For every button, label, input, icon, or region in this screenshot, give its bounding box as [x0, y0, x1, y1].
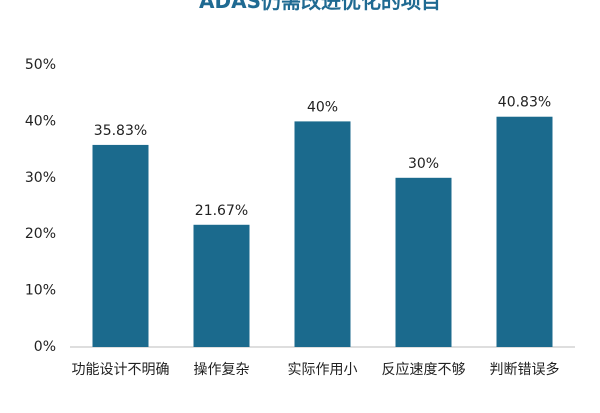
x-tick-label: 判断错误多 — [490, 361, 560, 378]
y-tick-label: 10% — [25, 283, 56, 299]
chart-title: ADAS仍需改进优化的项目 — [199, 0, 441, 13]
x-tick-label: 实际作用小 — [288, 362, 358, 378]
y-tick-label: 40% — [25, 113, 56, 129]
data-label: 40.83% — [498, 95, 551, 111]
bar — [395, 177, 452, 347]
x-tick-label: 反应速度不够 — [382, 361, 466, 378]
x-tick-label: 功能设计不明确 — [72, 362, 170, 378]
data-labels-group: 35.83% 21.67% 40% 30% 40.83% — [94, 95, 551, 219]
y-tick-label: 0% — [34, 339, 56, 355]
y-tick-label: 50% — [25, 57, 56, 73]
bar — [294, 121, 351, 348]
y-axis: 0% 10% 20% 30% 40% 50% — [25, 57, 56, 355]
data-label: 21.67% — [195, 203, 248, 219]
data-label: 35.83% — [94, 123, 147, 139]
bar — [92, 144, 149, 347]
data-label: 40% — [307, 99, 338, 115]
data-label: 30% — [408, 156, 439, 172]
bar — [193, 224, 250, 347]
y-tick-label: 30% — [25, 170, 56, 186]
bars-group — [92, 116, 553, 348]
y-tick-label: 20% — [25, 226, 56, 242]
bar — [496, 116, 553, 347]
x-axis: 功能设计不明确 操作复杂 实际作用小 反应速度不够 判断错误多 — [72, 361, 560, 378]
x-tick-label: 操作复杂 — [194, 361, 250, 378]
